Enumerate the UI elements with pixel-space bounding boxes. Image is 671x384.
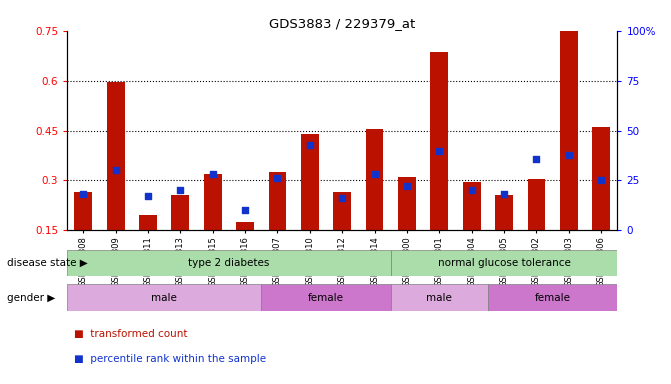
Bar	[592, 127, 610, 230]
Bar	[261, 284, 391, 311]
Text: male: male	[151, 293, 177, 303]
Bar	[366, 129, 384, 230]
Text: normal glucose tolerance: normal glucose tolerance	[437, 258, 570, 268]
Point	[78, 191, 89, 197]
Point	[305, 141, 315, 147]
Point	[401, 184, 412, 190]
Bar	[204, 174, 221, 230]
Bar	[398, 177, 416, 230]
Point	[240, 207, 250, 214]
Bar	[172, 195, 189, 230]
Bar	[488, 284, 617, 311]
Bar	[107, 82, 125, 230]
Point	[499, 191, 509, 197]
Bar	[391, 284, 488, 311]
Bar	[74, 192, 92, 230]
Point	[110, 167, 121, 174]
Point	[434, 147, 445, 154]
Bar	[236, 222, 254, 230]
Bar	[301, 134, 319, 230]
Point	[272, 175, 283, 182]
Bar	[333, 192, 351, 230]
Text: female: female	[308, 293, 344, 303]
Text: type 2 diabetes: type 2 diabetes	[189, 258, 270, 268]
Text: gender ▶: gender ▶	[7, 293, 55, 303]
Bar	[67, 250, 391, 276]
Point	[531, 156, 541, 162]
Text: female: female	[535, 293, 570, 303]
Point	[207, 171, 218, 177]
Point	[369, 171, 380, 177]
Point	[466, 187, 477, 194]
Bar	[268, 172, 287, 230]
Point	[175, 187, 186, 194]
Bar	[560, 31, 578, 230]
Bar	[495, 195, 513, 230]
Text: ■  transformed count: ■ transformed count	[74, 329, 187, 339]
Bar	[391, 250, 617, 276]
Point	[564, 151, 574, 157]
Text: male: male	[426, 293, 452, 303]
Bar	[430, 52, 448, 230]
Title: GDS3883 / 229379_at: GDS3883 / 229379_at	[269, 17, 415, 30]
Bar	[139, 215, 157, 230]
Point	[337, 195, 348, 202]
Text: disease state ▶: disease state ▶	[7, 258, 87, 268]
Text: ■  percentile rank within the sample: ■ percentile rank within the sample	[74, 354, 266, 364]
Bar	[463, 182, 480, 230]
Point	[143, 194, 154, 200]
Point	[596, 177, 607, 184]
Bar	[67, 284, 261, 311]
Bar	[527, 179, 546, 230]
